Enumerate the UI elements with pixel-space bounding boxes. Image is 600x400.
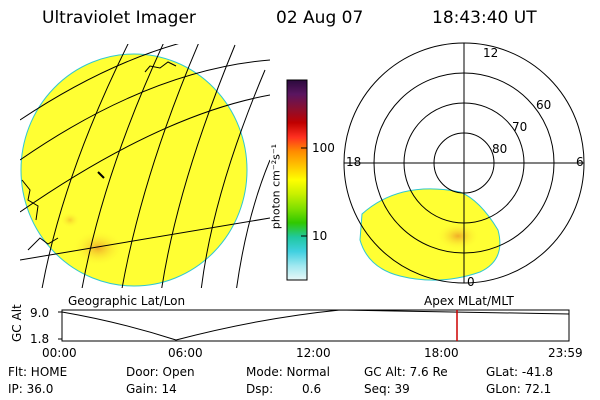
- geo-image-panel: [20, 44, 270, 288]
- status-door: Door: Open: [126, 365, 195, 379]
- date-label: 02 Aug 07: [276, 8, 364, 28]
- mlt-label-12: 12: [483, 46, 499, 60]
- polar-grid: [343, 42, 585, 284]
- time-label: 18:43:40 UT: [432, 8, 537, 28]
- status-dsp-label: Dsp:: [246, 382, 274, 396]
- polar-emission-region: [359, 188, 501, 281]
- status-gc-alt: GC Alt: 7.6 Re: [364, 365, 448, 379]
- altitude-x-tick-2359: 23:59: [548, 346, 583, 360]
- lat-label-60: 60: [536, 98, 552, 112]
- polar-hotspot: [436, 222, 480, 250]
- altitude-y-tick-9: 9.0: [30, 306, 50, 320]
- altitude-x-tick-1800: 18:00: [424, 346, 459, 360]
- status-glat: GLat: -41.8: [486, 365, 553, 379]
- altitude-x-tick-0600: 06:00: [168, 346, 203, 360]
- geo-hotspots: [60, 212, 124, 266]
- status-filter: Flt: HOME: [8, 365, 68, 379]
- altitude-y-label: GC Alt: [10, 304, 24, 342]
- altitude-plot-frame: [61, 309, 570, 342]
- colorbar-tick-100: 100: [312, 141, 335, 155]
- status-glon: GLon: 72.1: [486, 382, 552, 396]
- colorbar: [286, 79, 308, 281]
- geo-panel-caption: Geographic Lat/Lon: [68, 294, 186, 308]
- status-mode: Mode: Normal: [246, 365, 330, 379]
- geo-emission-disk: [20, 53, 248, 287]
- mlt-label-6: 6: [576, 155, 584, 169]
- status-dsp-value: 0.6: [302, 382, 322, 396]
- polar-panel: [343, 42, 585, 284]
- status-seq: Seq: 39: [364, 382, 410, 396]
- status-gain: Gain: 14: [126, 382, 177, 396]
- colorbar-gradient: [286, 79, 308, 281]
- altitude-x-tick-0000: 00:00: [42, 346, 77, 360]
- altitude-x-tick-1200: 12:00: [296, 346, 331, 360]
- polar-panel-caption: Apex MLat/MLT: [424, 294, 514, 308]
- altitude-plot: [58, 309, 570, 342]
- instrument-title: Ultraviolet Imager: [42, 8, 196, 28]
- colorbar-unit-label: photon cm⁻²s⁻¹: [269, 143, 283, 230]
- geo-grid-lines: [20, 44, 270, 288]
- lat-label-70: 70: [512, 120, 528, 134]
- altitude-y-tick-1-8: 1.8: [30, 332, 50, 346]
- mlt-label-0: 0: [467, 275, 475, 289]
- lat-label-80: 80: [492, 142, 508, 156]
- status-ip: IP: 36.0: [8, 382, 54, 396]
- colorbar-tick-10: 10: [312, 229, 328, 243]
- mlt-label-18: 18: [346, 155, 362, 169]
